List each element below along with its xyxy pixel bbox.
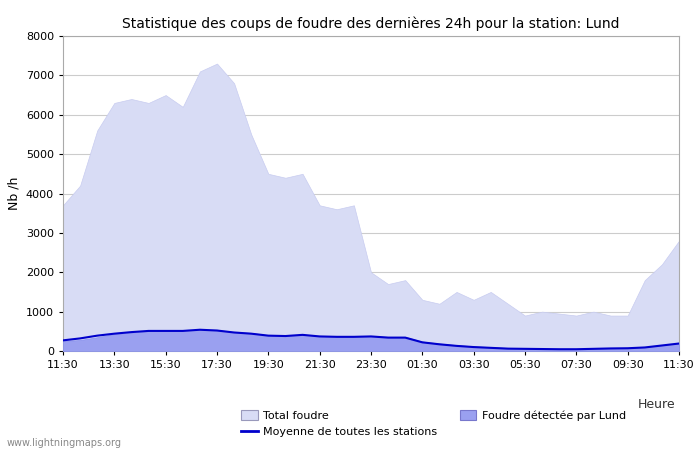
Y-axis label: Nb /h: Nb /h xyxy=(7,177,20,210)
Text: Heure: Heure xyxy=(638,398,676,411)
Legend: Total foudre, Moyenne de toutes les stations, Foudre détectée par Lund: Total foudre, Moyenne de toutes les stat… xyxy=(241,410,626,437)
Text: www.lightningmaps.org: www.lightningmaps.org xyxy=(7,438,122,448)
Title: Statistique des coups de foudre des dernières 24h pour la station: Lund: Statistique des coups de foudre des dern… xyxy=(122,16,620,31)
